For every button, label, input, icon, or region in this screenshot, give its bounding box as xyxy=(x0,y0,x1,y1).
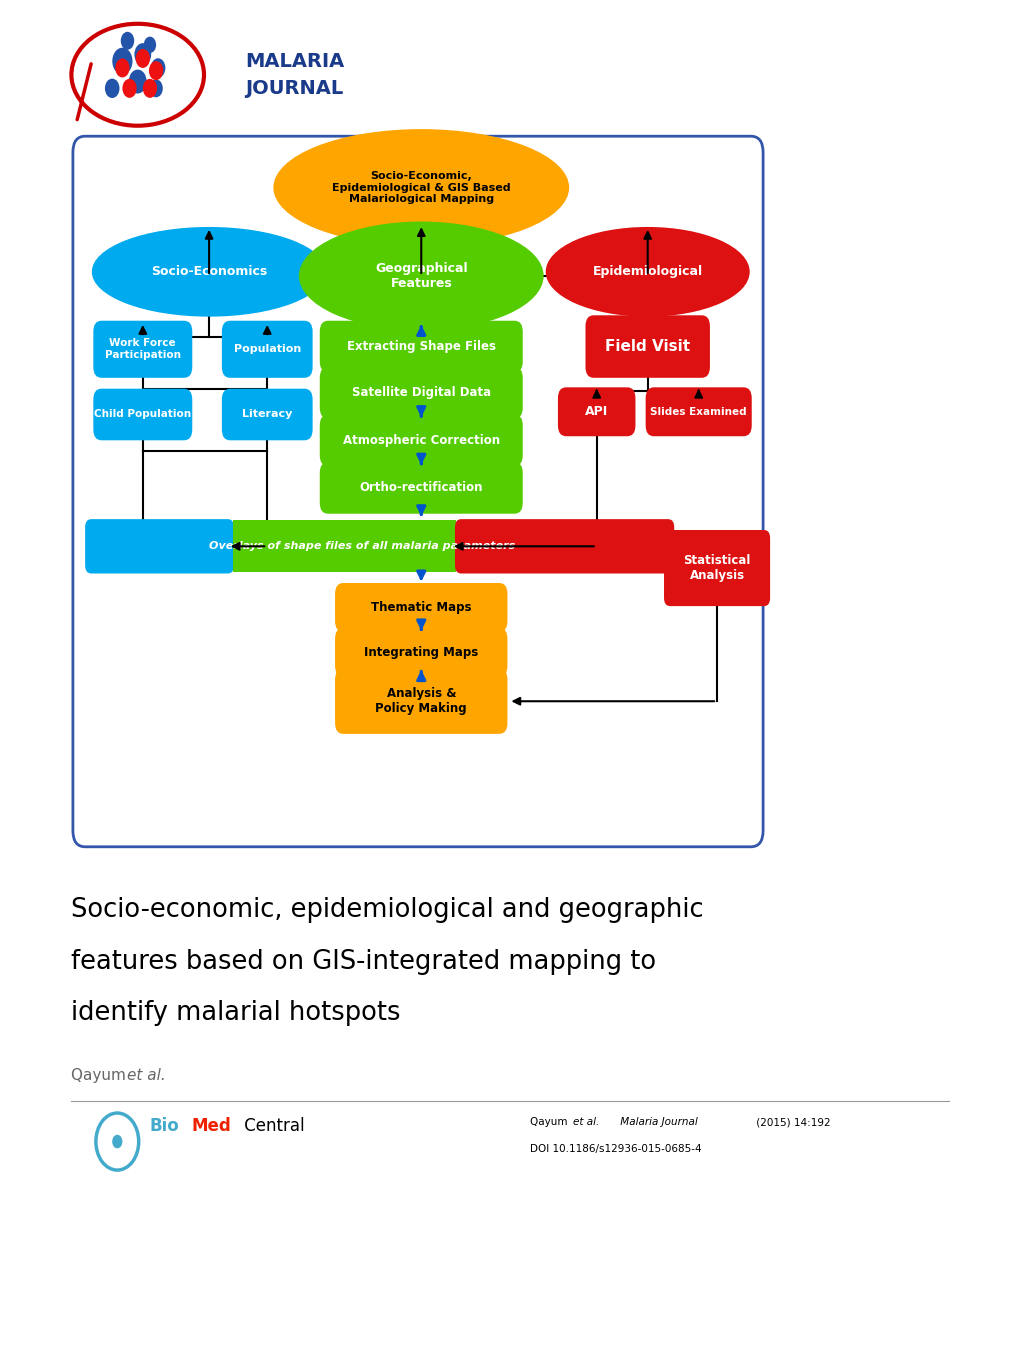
Ellipse shape xyxy=(92,227,326,317)
FancyBboxPatch shape xyxy=(663,530,769,606)
Text: Socio-Economics: Socio-Economics xyxy=(151,265,267,279)
Ellipse shape xyxy=(299,222,543,330)
FancyBboxPatch shape xyxy=(557,387,635,436)
Text: Bio: Bio xyxy=(150,1117,179,1135)
Text: Central: Central xyxy=(238,1117,304,1135)
Text: Analysis &
Policy Making: Analysis & Policy Making xyxy=(375,688,467,715)
FancyBboxPatch shape xyxy=(222,389,312,440)
Text: Socio-Economic,
Epidemiological & GIS Based
Malariological Mapping: Socio-Economic, Epidemiological & GIS Ba… xyxy=(331,171,511,204)
Circle shape xyxy=(112,1135,122,1148)
Text: Med: Med xyxy=(192,1117,231,1135)
Text: Population: Population xyxy=(233,344,301,355)
Text: Qayum: Qayum xyxy=(71,1068,131,1083)
Text: JOURNAL: JOURNAL xyxy=(245,79,342,98)
Text: DOI 10.1186/s12936-015-0685-4: DOI 10.1186/s12936-015-0685-4 xyxy=(530,1144,701,1154)
Text: identify malarial hotspots: identify malarial hotspots xyxy=(71,1000,400,1026)
FancyBboxPatch shape xyxy=(320,367,522,419)
Circle shape xyxy=(115,58,129,77)
FancyBboxPatch shape xyxy=(72,136,762,847)
Text: Extracting Shape Files: Extracting Shape Files xyxy=(346,340,495,353)
Circle shape xyxy=(149,61,163,80)
Text: Statistical
Analysis: Statistical Analysis xyxy=(683,554,750,582)
Text: Child Population: Child Population xyxy=(94,409,192,420)
FancyBboxPatch shape xyxy=(334,583,507,632)
FancyBboxPatch shape xyxy=(334,669,507,734)
Circle shape xyxy=(151,58,165,77)
Text: et al.: et al. xyxy=(573,1117,599,1127)
FancyBboxPatch shape xyxy=(94,321,193,378)
Circle shape xyxy=(149,79,163,98)
Text: Qayum: Qayum xyxy=(530,1117,571,1127)
FancyBboxPatch shape xyxy=(94,389,193,440)
Circle shape xyxy=(120,31,135,50)
Text: Overlays of shape files of all malaria parameters: Overlays of shape files of all malaria p… xyxy=(209,541,515,552)
FancyBboxPatch shape xyxy=(454,519,674,573)
Circle shape xyxy=(143,79,157,98)
Text: Literacy: Literacy xyxy=(242,409,292,420)
Circle shape xyxy=(144,37,156,53)
Text: Atmospheric Correction: Atmospheric Correction xyxy=(342,434,499,447)
Text: Satellite Digital Data: Satellite Digital Data xyxy=(352,386,490,400)
Text: API: API xyxy=(585,405,607,419)
FancyBboxPatch shape xyxy=(320,414,522,466)
Ellipse shape xyxy=(273,129,569,246)
FancyBboxPatch shape xyxy=(585,315,709,378)
Text: Work Force
Participation: Work Force Participation xyxy=(105,338,180,360)
Text: MALARIA: MALARIA xyxy=(245,52,343,71)
Bar xyxy=(232,520,455,572)
FancyBboxPatch shape xyxy=(85,519,233,573)
FancyBboxPatch shape xyxy=(320,321,522,372)
Text: et al.: et al. xyxy=(127,1068,166,1083)
Text: Slides Examined: Slides Examined xyxy=(650,406,746,417)
Text: Malaria Journal: Malaria Journal xyxy=(616,1117,697,1127)
FancyBboxPatch shape xyxy=(222,321,312,378)
Text: features based on GIS-integrated mapping to: features based on GIS-integrated mapping… xyxy=(71,949,656,974)
Circle shape xyxy=(128,69,147,94)
Text: (2015) 14:192: (2015) 14:192 xyxy=(752,1117,829,1127)
Circle shape xyxy=(105,79,119,98)
FancyBboxPatch shape xyxy=(645,387,751,436)
Text: Integrating Maps: Integrating Maps xyxy=(364,646,478,659)
Text: Socio-economic, epidemiological and geographic: Socio-economic, epidemiological and geog… xyxy=(71,897,703,923)
Text: Epidemiological: Epidemiological xyxy=(592,265,702,279)
Text: Ortho-rectification: Ortho-rectification xyxy=(359,481,483,495)
FancyBboxPatch shape xyxy=(320,462,522,514)
Circle shape xyxy=(122,79,137,98)
Text: Thematic Maps: Thematic Maps xyxy=(371,601,471,614)
Text: Field Visit: Field Visit xyxy=(604,338,690,355)
Circle shape xyxy=(112,48,132,75)
Circle shape xyxy=(135,43,151,65)
Text: Geographical
Features: Geographical Features xyxy=(375,262,467,289)
Circle shape xyxy=(136,49,150,68)
Ellipse shape xyxy=(545,227,749,317)
FancyBboxPatch shape xyxy=(334,628,507,677)
